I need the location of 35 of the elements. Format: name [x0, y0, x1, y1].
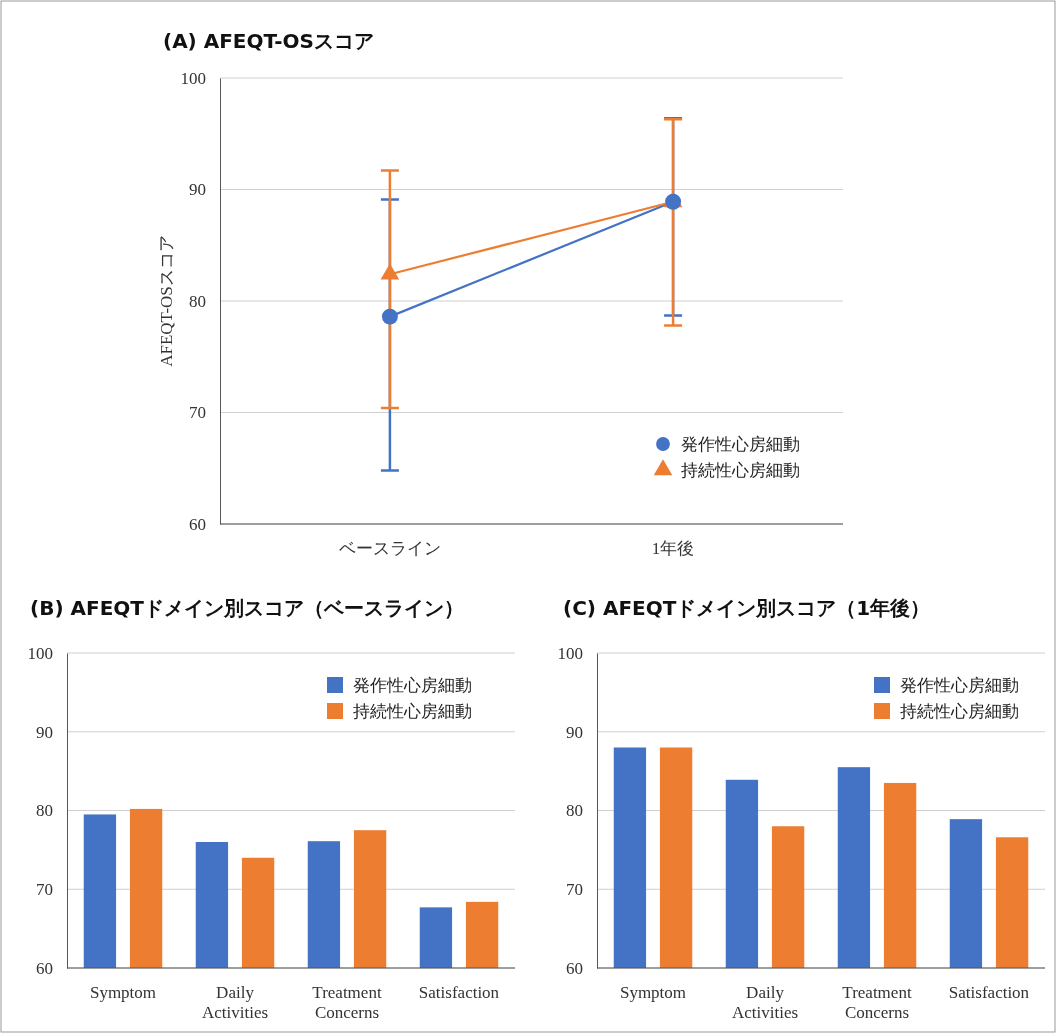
y-tick-label: 80	[189, 291, 206, 311]
x-tick-label: Symptom	[619, 983, 687, 1002]
x-tick-label: Daily Activities	[731, 983, 799, 1022]
y-axis-title: AFEQT-OSスコア	[157, 235, 176, 367]
x-tick-label: Satisfaction	[948, 983, 1030, 1002]
y-tick-label: 60	[189, 514, 206, 534]
legend-label: 発作性心房細動	[900, 675, 1019, 695]
legend-label: 発作性心房細動	[681, 434, 800, 454]
y-tick-label: 90	[189, 180, 206, 200]
y-tick-label: 90	[36, 722, 53, 742]
legend-label: 発作性心房細動	[353, 675, 472, 695]
x-tick-label: 1年後	[651, 539, 695, 558]
y-tick-label: 100	[180, 68, 206, 88]
x-tick-label: Satisfaction	[418, 983, 500, 1002]
legend-label: 持続性心房細動	[681, 460, 800, 480]
legend-label: 持続性心房細動	[353, 701, 472, 721]
y-tick-label: 90	[566, 722, 583, 742]
y-tick-label: 60	[566, 958, 583, 978]
y-tick-label: 80	[566, 801, 583, 821]
chart-title: (C) AFEQTドメイン別スコア（1年後）	[563, 596, 931, 620]
chart-title: (B) AFEQTドメイン別スコア（ベースライン）	[30, 596, 464, 620]
y-tick-label: 100	[27, 643, 53, 663]
x-tick-label: Daily Activities	[201, 983, 269, 1022]
chart-title: (A) AFEQT-OSスコア	[163, 29, 374, 53]
x-tick-label: Symptom	[89, 983, 157, 1002]
y-tick-label: 70	[189, 403, 206, 423]
y-tick-label: 60	[36, 958, 53, 978]
y-tick-label: 100	[557, 643, 583, 663]
x-tick-label: ベースライン	[338, 539, 441, 558]
y-tick-label: 80	[36, 801, 53, 821]
x-tick-label: Treatment Concerns	[312, 983, 382, 1022]
legend-label: 持続性心房細動	[900, 701, 1019, 721]
y-tick-label: 70	[36, 880, 53, 900]
y-tick-label: 70	[566, 880, 583, 900]
x-tick-label: Treatment Concerns	[842, 983, 912, 1022]
